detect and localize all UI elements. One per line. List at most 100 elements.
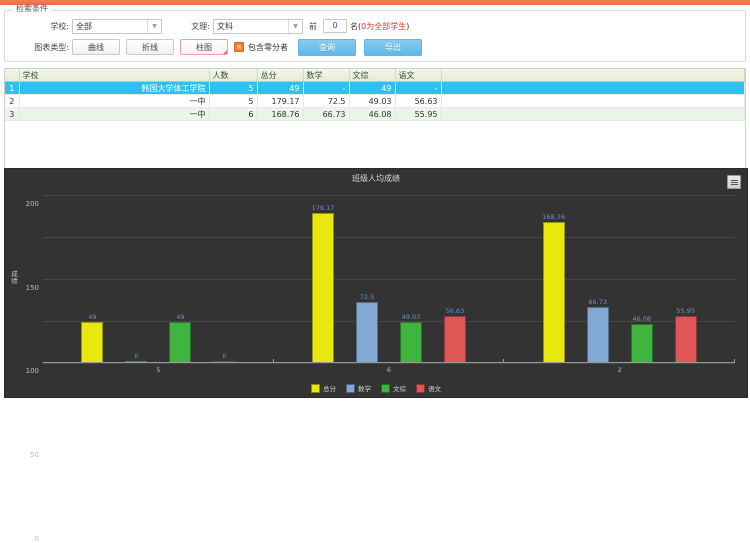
chart-plot-area: 0 50 100 150 200 49 0 49 0 5 179.17 72.5 49.03 56.63… — [26, 187, 736, 543]
legend-item[interactable]: 文综 — [381, 383, 406, 393]
cell-filler — [441, 81, 745, 95]
cell-count: 6 — [209, 107, 258, 121]
chart-type-curve-button[interactable]: 曲线 — [72, 39, 120, 55]
hamburger-menu-icon[interactable] — [727, 175, 741, 189]
chart-bar[interactable]: 179.17 — [312, 204, 334, 363]
legend-item[interactable]: 数学 — [346, 383, 371, 393]
bar-value-label: 168.76 — [542, 212, 566, 221]
stream-select[interactable]: 文科 ▼ — [213, 18, 303, 34]
bar-value-label: 72.5 — [359, 293, 375, 302]
results-table: 学校 人数 总分 数学 文综 语文 1 韩国大学体工学院 5 49 - 49 — [5, 69, 745, 121]
include-zero-checkbox[interactable] — [234, 42, 244, 52]
th-rownum — [5, 69, 20, 82]
table-header-row: 学校 人数 总分 数学 文综 语文 — [5, 69, 745, 82]
chart-panel: 班级人均成绩 成绩 0 50 100 150 200 49 0 49 0 5 179.17 72.5… — [4, 168, 748, 543]
cell-school: 一中 — [19, 107, 210, 121]
legend-label: 总分 — [323, 385, 336, 393]
x-axis-tick: 2 — [617, 366, 622, 374]
cell-total: 179.17 — [257, 94, 304, 108]
bar-group: 179.17 72.5 49.03 56.63 6 — [274, 187, 505, 374]
y-axis-tick: 100 — [25, 367, 39, 376]
y-axis-tick: 200 — [25, 199, 39, 208]
x-axis-separator — [272, 359, 274, 363]
bar-value-label: 0 — [134, 352, 139, 360]
chart-bar[interactable]: 56.63 — [444, 307, 466, 363]
table-row[interactable]: 3 一中 6 168.76 66.73 46.08 55.95 — [5, 107, 745, 121]
bar-value-label: 49 — [88, 312, 97, 321]
th-filler — [441, 69, 745, 82]
table-row[interactable]: 2 一中 5 179.17 72.5 49.03 56.63 — [5, 94, 745, 108]
gridline: 200 — [26, 195, 735, 208]
cell-filler — [441, 107, 745, 121]
top-n-label: 前 — [309, 21, 317, 31]
hint-pre: 名( — [350, 21, 362, 31]
cell-comprehensive: 49.03 — [349, 94, 396, 108]
legend-item[interactable]: 总分 — [311, 383, 336, 393]
x-axis-line — [43, 362, 735, 363]
school-select[interactable]: 全部 ▼ — [72, 18, 162, 34]
x-axis-separator — [734, 359, 736, 363]
chevron-down-icon[interactable]: ▼ — [288, 19, 302, 33]
chart-bar[interactable]: 49 — [81, 313, 104, 363]
legend-label: 数学 — [358, 385, 371, 393]
school-select-value: 全部 — [76, 21, 92, 31]
cell-chinese: 55.95 — [395, 107, 442, 121]
chart-title: 班级人均成绩 — [352, 174, 400, 183]
gridline: 0 — [35, 363, 735, 543]
query-button[interactable]: 查询 — [298, 38, 356, 56]
chart-bar[interactable]: 66.73 — [586, 298, 609, 363]
cell-comprehensive: 46.08 — [349, 107, 396, 121]
cell-chinese: 56.63 — [395, 94, 442, 108]
th-total[interactable]: 总分 — [257, 69, 304, 82]
x-axis-separator — [503, 359, 505, 363]
cell-comprehensive: 49 — [349, 81, 396, 95]
th-school[interactable]: 学校 — [19, 69, 210, 82]
y-axis-tick: 150 — [25, 283, 39, 292]
y-axis-label: 成绩 — [11, 270, 18, 286]
chart-bar[interactable]: 49.03 — [400, 313, 422, 363]
bar-value-label: 55.95 — [676, 307, 695, 316]
filter-row-2: 图表类型: 曲线 折线 柱图 包含零分者 查询 导出 — [11, 38, 739, 56]
top-n-input[interactable]: 0 — [323, 19, 347, 33]
chevron-down-icon[interactable]: ▼ — [147, 19, 161, 33]
chart-bar-groups: 49 0 49 0 5 179.17 72.5 49.03 56.63 6 168.76 66.73 4… — [43, 187, 736, 374]
th-chinese[interactable]: 语文 — [395, 69, 442, 82]
x-axis-tick: 6 — [386, 366, 392, 374]
bar-value-label: 0 — [222, 352, 227, 360]
bar-value-label: 49.03 — [401, 312, 421, 321]
chart-bar[interactable]: 55.95 — [674, 307, 697, 363]
th-comprehensive[interactable]: 文综 — [349, 69, 396, 82]
y-axis-tick: 0 — [34, 535, 39, 543]
bar-value-label: 179.17 — [311, 203, 335, 212]
export-button[interactable]: 导出 — [364, 38, 422, 56]
legend-label: 文综 — [393, 385, 406, 393]
cell-math: 66.73 — [303, 107, 350, 121]
chart-bar[interactable]: 49 — [169, 313, 192, 363]
legend-swatch — [311, 383, 320, 393]
th-count[interactable]: 人数 — [209, 69, 258, 82]
cell-filler — [441, 94, 745, 108]
chart-type-line-button[interactable]: 折线 — [126, 39, 174, 55]
row-number: 2 — [5, 94, 20, 108]
legend-swatch — [381, 383, 390, 393]
bar-group: 49 0 49 0 5 — [43, 187, 274, 374]
legend-label: 语文 — [428, 385, 441, 393]
legend-item[interactable]: 语文 — [416, 383, 441, 393]
chart-bar[interactable]: 168.76 — [542, 213, 565, 363]
row-number: 1 — [5, 81, 20, 95]
chart-bar[interactable]: 46.08 — [630, 315, 653, 363]
th-math[interactable]: 数学 — [303, 69, 350, 82]
cell-count: 5 — [209, 94, 258, 108]
top-accent-bar — [0, 0, 750, 5]
chart-type-bar-button[interactable]: 柱图 — [180, 39, 228, 55]
table-row[interactable]: 1 韩国大学体工学院 5 49 - 49 - — [5, 81, 745, 95]
bar-value-label: 56.63 — [445, 306, 465, 315]
chart-bar[interactable]: 72.5 — [356, 293, 378, 363]
filter-row-1: 学校: 全部 ▼ 文理: 文科 ▼ 前 0 名(0为全部学生) — [11, 18, 739, 34]
gridline: 150 — [26, 237, 735, 292]
bar-value-label: 66.73 — [588, 298, 607, 307]
row-number: 3 — [5, 107, 20, 121]
search-panel-legend: 检索条件 — [13, 5, 51, 13]
cell-school: 一中 — [19, 94, 210, 108]
bar-value-label: 49 — [176, 312, 185, 321]
